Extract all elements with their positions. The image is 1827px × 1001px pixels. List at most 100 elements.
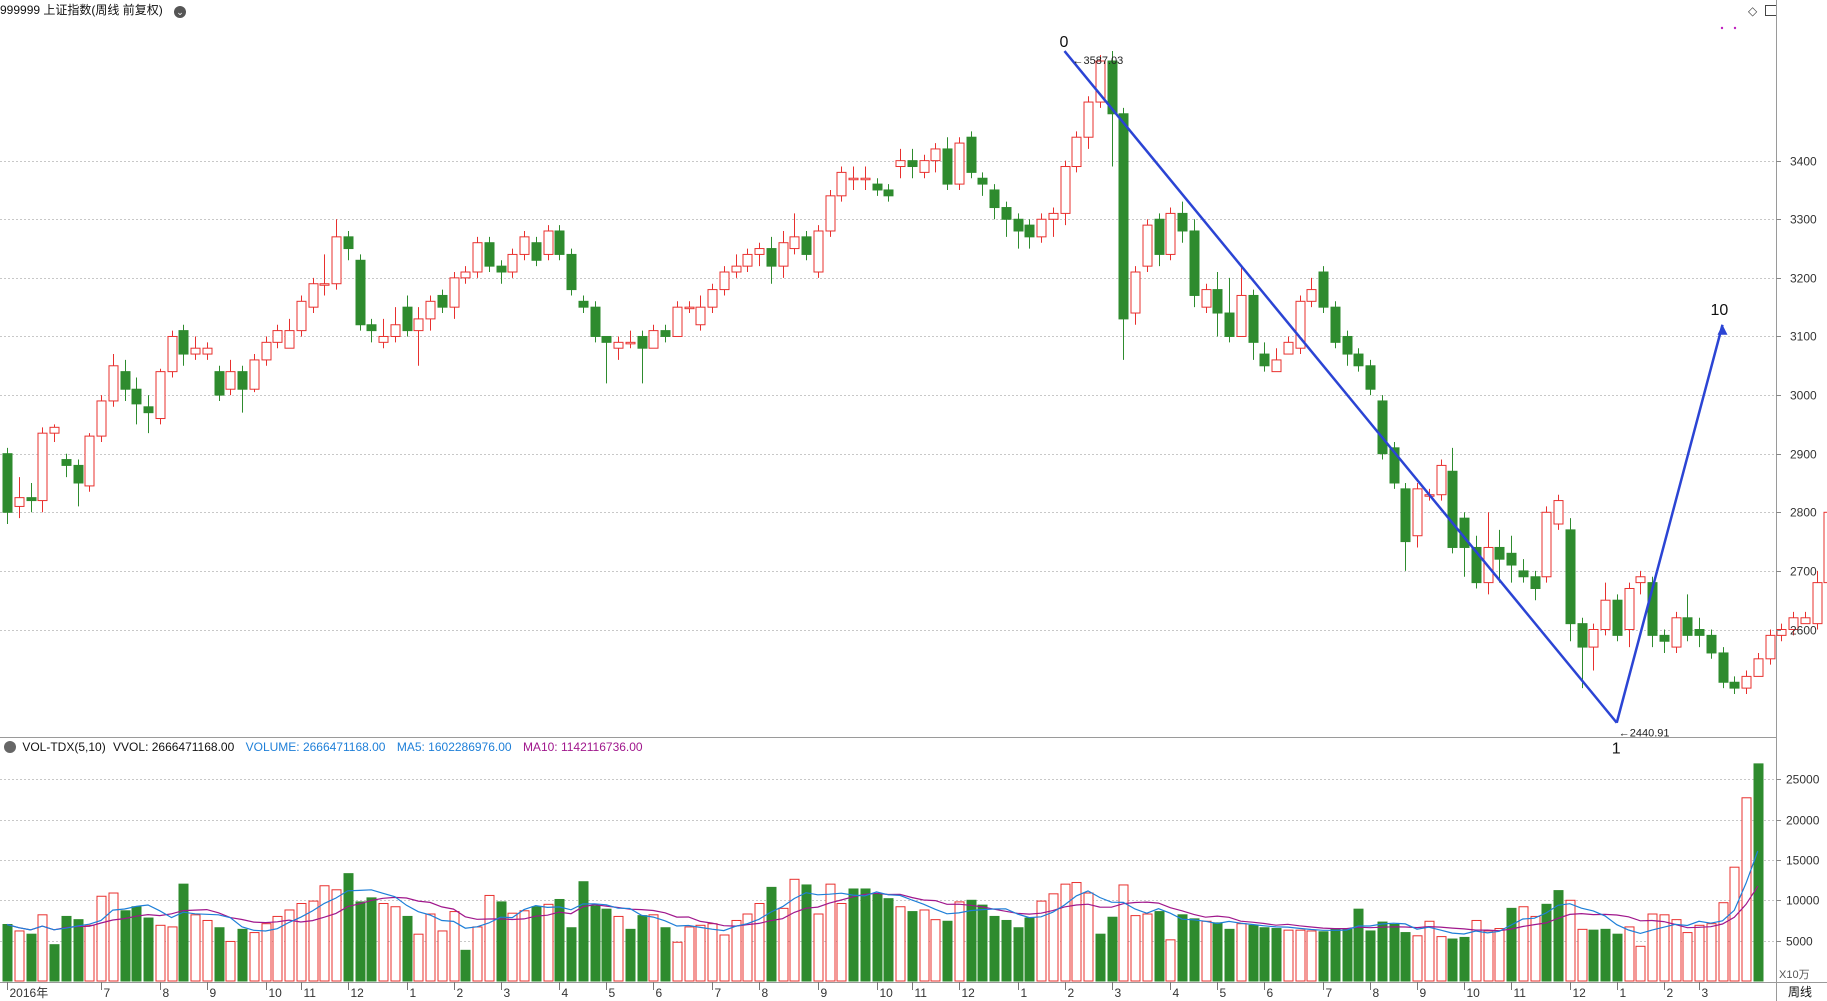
volume-bar-up <box>672 941 683 982</box>
volume-bar-up <box>378 903 389 982</box>
volume-tick-label: 20000 <box>1786 814 1820 828</box>
volume-bar-up <box>1412 935 1423 982</box>
candle <box>1776 623 1787 642</box>
price-axis: 2600 2700 2800 2900 3000 3100 3200 3300 3400 <box>1776 155 1817 638</box>
diamond-icon[interactable]: ◇ <box>1748 4 1758 18</box>
time-tick-label: 4 <box>562 986 569 1000</box>
volume-bar-up <box>1048 893 1059 982</box>
candle-body-up <box>930 148 941 162</box>
candle <box>519 230 530 261</box>
volume-bar-up <box>1236 923 1247 982</box>
time-tick-label: 3 <box>1115 986 1122 1000</box>
volume-value: VOLUME: 2666471168.00 <box>245 740 386 754</box>
candle <box>1671 611 1682 653</box>
candle <box>1812 570 1823 630</box>
candle <box>848 166 859 190</box>
volume-bar-up <box>507 912 518 982</box>
volume-bar-up <box>1729 866 1740 982</box>
volume-unit-label: X10万 <box>1779 969 1810 981</box>
candle-body-up <box>719 271 730 291</box>
candle-body-down <box>402 306 413 332</box>
candle <box>402 295 413 337</box>
volume-bar-down <box>73 919 84 982</box>
candle <box>37 427 48 513</box>
volume-bar-up <box>789 878 800 982</box>
candle-body-up <box>49 426 60 434</box>
candle <box>766 236 777 284</box>
candle <box>1236 266 1247 337</box>
volume-bar-up <box>225 940 236 982</box>
candle <box>1823 511 1827 584</box>
candle-body-down <box>1353 353 1364 367</box>
candle <box>1718 647 1729 689</box>
volume-tick-label: 5000 <box>1786 935 1813 949</box>
candle <box>648 324 659 349</box>
volume-bar-up <box>1201 920 1212 982</box>
candle <box>531 236 542 267</box>
volume-bar-up <box>319 885 330 982</box>
candle-body-down <box>1330 306 1341 343</box>
volume-bar-down <box>1271 928 1282 982</box>
volume-bar-down <box>143 917 154 982</box>
volume-bar-up <box>543 903 554 982</box>
price-tick-label: 2900 <box>1790 448 1817 462</box>
volume-bar-down <box>554 898 565 982</box>
volume-bar-up <box>731 919 742 982</box>
volume-bar-up <box>1682 932 1693 982</box>
period-label[interactable]: 周线 <box>1788 985 1812 999</box>
candle-body-up <box>1283 341 1294 355</box>
volume-bar-up <box>754 903 765 982</box>
candle-body-up <box>519 236 530 255</box>
candle-body-up <box>1412 488 1423 537</box>
volume-indicator-name[interactable]: VOL-TDX(5,10) <box>22 740 106 754</box>
candle-body-up <box>261 341 272 361</box>
volume-bar-up <box>719 934 730 982</box>
candle <box>1154 213 1165 267</box>
candle <box>1682 594 1693 642</box>
volume-bar-down <box>1212 922 1223 982</box>
candle <box>343 230 354 261</box>
volume-bar-up <box>14 930 25 982</box>
volume-bar-down <box>131 906 142 982</box>
candle-body-up <box>1306 289 1317 302</box>
chevron-down-circle-icon[interactable]: ⌄ <box>174 6 187 18</box>
candle <box>131 377 142 425</box>
candle <box>1788 611 1799 636</box>
candle <box>1224 277 1235 343</box>
candle <box>625 330 636 349</box>
candle <box>14 477 25 519</box>
candle <box>1318 266 1329 314</box>
candle-body-down <box>1389 447 1400 484</box>
candle-body-up <box>1295 300 1306 349</box>
volume-bar-down <box>966 899 977 982</box>
candle <box>554 225 565 261</box>
candle <box>1306 277 1317 308</box>
instrument-title[interactable]: 999999 上证指数(周线 前复权) <box>0 3 163 17</box>
wave-label-10: 10 <box>1711 302 1729 319</box>
candle-body-up <box>1588 629 1599 648</box>
candle-body-up <box>1436 464 1447 496</box>
volume-bar-up <box>1483 930 1494 982</box>
volume-bar-down <box>860 888 871 982</box>
volume-bar-down <box>1095 933 1106 982</box>
candle <box>437 289 448 314</box>
chevron-down-circle-icon[interactable] <box>4 741 16 753</box>
volume-bar-down <box>578 881 589 982</box>
candle <box>2 447 13 525</box>
candle <box>907 148 918 179</box>
volume-bar-down <box>1353 908 1364 982</box>
candle-body-up <box>754 248 765 255</box>
candle-body-up <box>825 195 836 232</box>
candle <box>214 365 225 401</box>
candle <box>1729 676 1740 694</box>
volume-bar-up <box>413 933 424 982</box>
volume-bar-up <box>836 903 847 982</box>
candle <box>484 236 495 273</box>
candle-body-up <box>1741 675 1752 689</box>
candle-body-up <box>202 347 213 355</box>
time-tick-label: 9 <box>821 986 828 1000</box>
time-tick-label: 11 <box>1514 986 1527 1000</box>
candle-body-up <box>331 236 342 285</box>
candle-body-down <box>1013 218 1024 232</box>
